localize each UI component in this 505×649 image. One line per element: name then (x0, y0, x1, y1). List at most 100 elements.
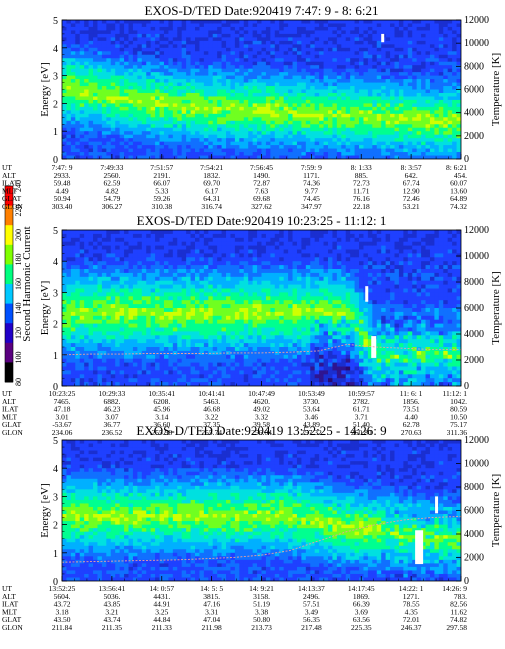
table-cell: 7:47: 9 (51, 163, 72, 172)
table-cell: 49.02 (253, 405, 270, 414)
table-cell: 3.71 (355, 412, 368, 421)
colorbar-frame (4, 185, 14, 383)
table-row-label: ALT (2, 592, 16, 601)
table-cell: 69.68 (253, 194, 270, 203)
y2-tick-label: 0 (464, 381, 469, 392)
table-cell: 316.74 (201, 202, 222, 211)
table-cell: 36.77 (103, 420, 120, 429)
y2-tick-label: 12000 (464, 15, 489, 26)
table-cell: 2191. (153, 171, 170, 180)
table-cell: 10:53:49 (298, 389, 325, 398)
table-cell: 2496. (303, 592, 320, 601)
y2-tick-label: 2000 (464, 355, 484, 366)
table-row-label: UT (2, 163, 12, 172)
table-cell: 66.39 (353, 600, 370, 609)
table-cell: 3.38 (255, 607, 268, 616)
table-cell: 39.58 (253, 420, 270, 429)
table-row-label: GLAT (2, 420, 22, 429)
table-cell: 260.80 (351, 428, 372, 437)
table-cell: 37.35 (203, 420, 220, 429)
table-cell: 63.56 (353, 615, 370, 624)
table-cell: 57.51 (303, 600, 320, 609)
table-cell: 211.33 (152, 623, 173, 632)
table-cell: 4.82 (105, 186, 118, 195)
table-row-label: GLON (2, 202, 23, 211)
y2-tick-label: 12000 (464, 435, 489, 446)
table-cell: 43.85 (103, 600, 120, 609)
table-cell: 7:54:21 (200, 163, 223, 172)
colorbar-tick-label: 120 (14, 327, 23, 339)
table-cell: 1869. (353, 592, 370, 601)
y-tick-label: 0 (53, 155, 58, 166)
table-cell: 14:13:37 (298, 584, 325, 593)
table-cell: 1171. (303, 171, 320, 180)
table-row-label: ILAT (2, 600, 19, 609)
y2-tick-label: 6000 (464, 506, 484, 517)
y2-tick-label: 4000 (464, 329, 484, 340)
table-cell: 64.31 (203, 194, 220, 203)
y-axis-label: Energy [eV] (39, 483, 51, 537)
colorbar-segment (5, 225, 13, 246)
table-cell: 3.01 (55, 412, 68, 421)
table-cell: 14:22: 1 (399, 584, 424, 593)
table-cell: 4.35 (405, 607, 418, 616)
table-cell: 3.69 (355, 607, 368, 616)
table-cell: 311.36 (447, 428, 468, 437)
table-cell: 7:49:33 (100, 163, 123, 172)
table-cell: 44.84 (153, 615, 170, 624)
table-cell: 8: 1:33 (351, 163, 372, 172)
table-cell: 10:41:41 (198, 389, 225, 398)
table-cell: 59.48 (54, 179, 71, 188)
table-cell: 53.21 (403, 202, 420, 211)
heatmap-cells (62, 20, 461, 159)
table-cell: 3.22 (205, 412, 218, 421)
panel-title: EXOS-D/TED Date:920419 7:47: 9 - 8: 6:21 (145, 3, 379, 18)
table-cell: 50.94 (54, 194, 71, 203)
table-row-label: UT (2, 584, 12, 593)
table-cell: 51.19 (253, 600, 270, 609)
table-cell: 4.40 (405, 412, 418, 421)
table-cell: 3815. (203, 592, 220, 601)
colorbar-segment (5, 244, 13, 265)
table-cell: 885. (355, 171, 368, 180)
y2-tick-label: 2000 (464, 131, 484, 142)
table-row-label: GLON (2, 428, 23, 437)
data-gap (365, 286, 369, 302)
table-cell: 225.35 (351, 623, 372, 632)
table-cell: 327.62 (251, 202, 272, 211)
table-cell: 74.82 (450, 615, 467, 624)
y-tick-label: 2 (53, 99, 58, 110)
table-cell: 4620. (253, 397, 270, 406)
colorbar-tick-label: 80 (14, 378, 23, 386)
y-tick-label: 1 (53, 351, 58, 362)
table-cell: 7:59: 9 (301, 163, 322, 172)
table-cell: 3730. (303, 397, 320, 406)
table-cell: 13:56:41 (99, 584, 126, 593)
table-cell: 8: 6:21 (446, 163, 467, 172)
table-cell: 3.07 (105, 412, 118, 421)
table-cell: 256.04 (251, 428, 272, 437)
data-gap (381, 33, 385, 43)
table-cell: 1271. (403, 592, 420, 601)
table-row-label: UT (2, 389, 12, 398)
y-tick-label: 4 (53, 464, 58, 475)
table-cell: 72.87 (253, 179, 270, 188)
table-cell: 9.77 (305, 186, 318, 195)
table-cell: 62.78 (403, 420, 420, 429)
y2-tick-label: 4000 (464, 529, 484, 540)
table-cell: 217.48 (301, 623, 322, 632)
y2-axis-label: Temperature [K] (490, 53, 502, 126)
table-row-label: MLT (2, 412, 18, 421)
table-cell: 72.46 (403, 194, 420, 203)
table-cell: 69.70 (203, 179, 220, 188)
table-cell: 60.07 (450, 179, 467, 188)
table-cell: 454. (454, 171, 467, 180)
table-cell: 62.59 (103, 179, 120, 188)
table-cell: 13:52:25 (49, 584, 76, 593)
y2-tick-label: 0 (464, 576, 469, 587)
heatmap-cells (62, 440, 461, 581)
table-cell: 76.16 (353, 194, 370, 203)
y-tick-label: 4 (53, 257, 58, 268)
table-cell: 10.50 (450, 412, 467, 421)
table-cell: 14: 9:21 (249, 584, 274, 593)
